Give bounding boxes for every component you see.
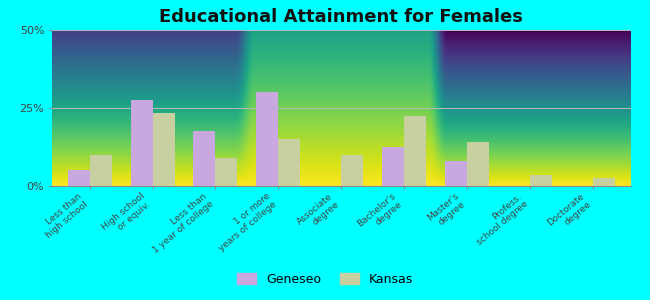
Bar — [194, 131, 216, 186]
Bar — [467, 142, 489, 186]
Bar — [382, 147, 404, 186]
Bar — [256, 92, 278, 186]
Bar — [153, 113, 175, 186]
Bar — [216, 158, 237, 186]
Bar — [90, 155, 112, 186]
Bar — [131, 100, 153, 186]
Bar — [68, 170, 90, 186]
Bar — [404, 116, 426, 186]
Bar — [445, 161, 467, 186]
Bar — [530, 175, 552, 186]
Title: Educational Attainment for Females: Educational Attainment for Females — [159, 8, 523, 26]
Bar — [341, 155, 363, 186]
Bar — [593, 178, 615, 186]
Legend: Geneseo, Kansas: Geneseo, Kansas — [232, 268, 418, 291]
Bar — [278, 139, 300, 186]
